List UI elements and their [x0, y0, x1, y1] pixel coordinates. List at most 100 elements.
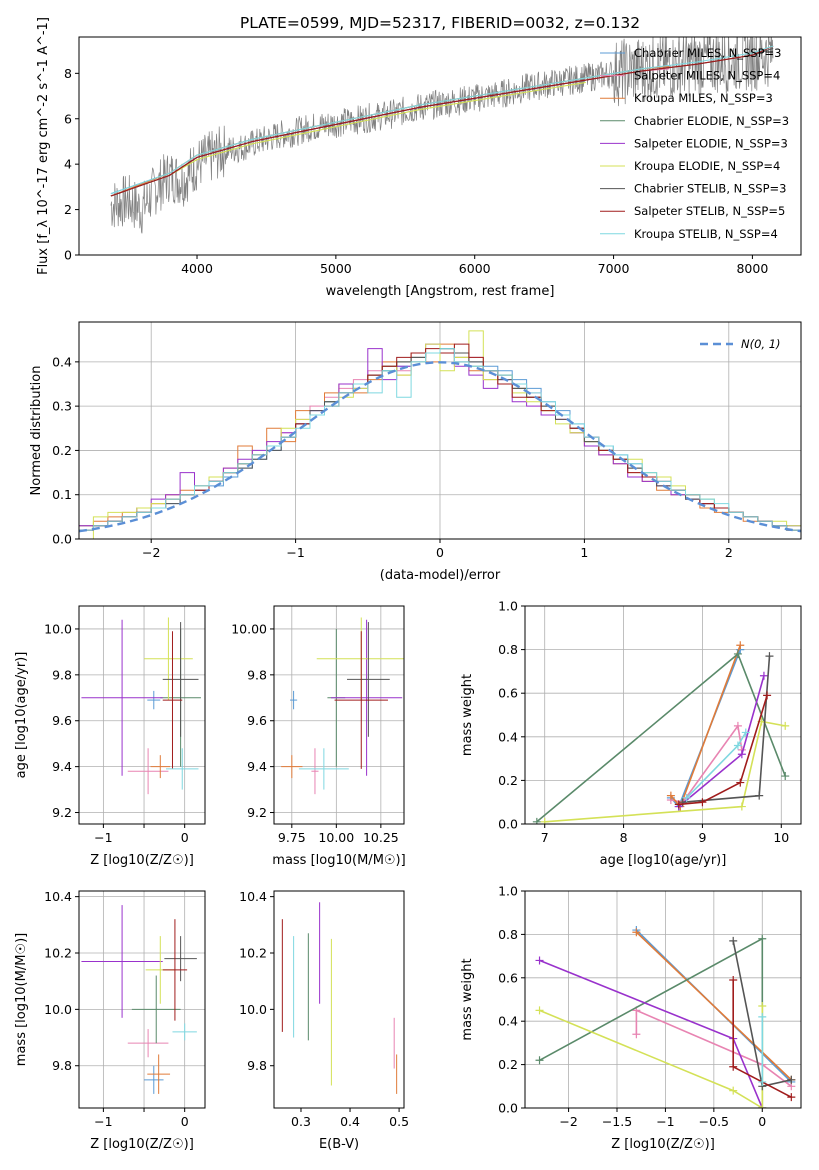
y-tick-label: 9.8: [247, 667, 267, 682]
y-tick-label: 0.4: [498, 1014, 518, 1029]
y-tick-label: 0.2: [52, 443, 72, 458]
x-tick-label: 0: [758, 1114, 766, 1129]
plot-area: [532, 641, 790, 824]
gaussian-reference-line: [79, 361, 801, 533]
plot-area: [281, 902, 398, 1094]
data-point-marker: [698, 798, 707, 807]
y-tick-label: 0.1: [52, 487, 72, 502]
plot-area: [110, 37, 774, 234]
data-point-marker: [535, 956, 544, 965]
data-point-marker: [535, 1006, 544, 1015]
data-point-marker: [729, 936, 738, 945]
y-tick-label: 10.0: [44, 621, 72, 636]
data-point-marker: [765, 652, 774, 661]
data-point-marker: [729, 1086, 738, 1095]
plot-area: [81, 905, 197, 1094]
data-point-marker: [736, 778, 745, 787]
data-point-marker: [758, 1002, 767, 1011]
data-point-marker: [674, 800, 683, 809]
legend-entry: Kroupa STELIB, N_SSP=4: [634, 227, 778, 241]
y-tick-label: 9.4: [52, 759, 72, 774]
y-tick-label: 0.0: [498, 817, 518, 832]
model-spectrum-line: [110, 45, 774, 197]
legend-entry: Salpeter STELIB, N_SSP=5: [634, 204, 785, 218]
x-tick-label: 10.00: [318, 830, 354, 845]
x-tick-label: 2: [725, 545, 733, 560]
data-point-marker: [535, 1056, 544, 1065]
legend-entry: Salpeter MILES, N_SSP=4: [634, 69, 780, 83]
data-point-marker: [733, 741, 742, 750]
legend-entry: Salpeter ELODIE, N_SSP=3: [634, 136, 788, 150]
x-tick-label: 8: [620, 830, 628, 845]
data-point-marker: [733, 649, 742, 658]
y-tick-label: 6: [64, 111, 72, 126]
data-point-marker: [787, 1075, 796, 1084]
y-tick-label: 10.0: [44, 1002, 72, 1017]
data-point-marker: [758, 1077, 767, 1086]
x-tick-label: 6000: [459, 261, 491, 276]
legend-entry: Chabrier ELODIE, N_SSP=3: [634, 114, 789, 128]
x-tick-label: −1: [656, 1114, 674, 1129]
y-axis-label: Flux [f_λ 10^-17 erg cm^-2 s^-1 A^-1]: [36, 17, 51, 275]
data-point-marker: [763, 691, 772, 700]
plot-area: [81, 617, 201, 795]
y-axis-label: mass weight: [460, 674, 475, 756]
panel-massweight-vs-Z: −2 −1.5 −1 −0.5 0 0.0 0.2 0.4 0.6 0.8 1.0 Z [log10(…: [460, 884, 802, 1152]
y-tick-label: 10.2: [239, 946, 267, 961]
y-axis-label: Normed distribution: [29, 366, 44, 496]
y-tick-label: 9.8: [52, 1058, 72, 1073]
y-tick-label: 9.6: [247, 713, 267, 728]
panel-age-vs-mass: 9.75 10.00 10.25 9.2 9.4 9.6 9.8 10.00 mass [log…: [231, 605, 406, 868]
plot-area: [79, 330, 801, 539]
y-tick-label: 9.4: [247, 759, 267, 774]
panel-age-vs-Z: −1 0 9.2 9.4 9.6 9.8 10.0 Z [log10(Z/Z☉)] age [l…: [14, 605, 206, 868]
y-tick-label: 0.8: [498, 642, 518, 657]
axes-frame: [78, 605, 206, 825]
x-tick-label: −1: [94, 830, 112, 845]
y-tick-label: 0.0: [52, 532, 72, 547]
x-axis-label: mass [log10(M/M☉)]: [272, 853, 405, 868]
x-axis-label: wavelength [Angstrom, rest frame]: [326, 284, 555, 299]
y-axis-label: mass weight: [460, 958, 475, 1040]
observed-spectrum-line: [110, 37, 774, 234]
x-tick-label: −0.5: [699, 1114, 729, 1129]
data-point-marker: [787, 1093, 796, 1102]
axes-frame: [273, 890, 405, 1109]
data-point-marker: [758, 1104, 767, 1108]
data-point-marker: [781, 721, 790, 730]
data-point-marker: [532, 817, 541, 824]
model-spectrum-line: [110, 65, 670, 195]
mass-weight-line: [670, 644, 742, 809]
y-tick-label: 0.4: [52, 354, 72, 369]
axes-frame: [524, 890, 802, 1109]
model-spectrum-line: [110, 45, 774, 195]
data-point-marker: [737, 750, 746, 759]
data-point-marker: [729, 975, 738, 984]
data-point-marker: [758, 1012, 767, 1021]
legend-entry: Chabrier STELIB, N_SSP=3: [634, 182, 786, 196]
y-axis-label: mass [log10(M/M☉)]: [14, 933, 29, 1066]
y-tick-label: 9.6: [52, 713, 72, 728]
y-tick-label: 10.00: [231, 621, 267, 636]
data-point-marker: [666, 791, 675, 800]
mass-weight-line: [539, 937, 764, 1108]
data-point-marker: [755, 791, 764, 800]
mass-weight-line: [678, 695, 768, 806]
mass-weight-line: [635, 931, 792, 1081]
mass-weight-line: [544, 720, 786, 823]
y-tick-label: 10.0: [239, 1002, 267, 1017]
x-tick-label: 9.75: [278, 830, 306, 845]
data-point-marker: [632, 928, 641, 937]
y-tick-label: 0.8: [498, 927, 518, 942]
x-axis-label: Z [log10(Z/Z☉)]: [90, 1137, 194, 1152]
panel-massweight-vs-age: 7 8 9 10 0.0 0.2 0.4 0.6 0.8 1.0 age [log10(age/yr…: [460, 599, 802, 868]
data-point-marker: [540, 817, 549, 824]
mass-weight-line: [635, 1009, 792, 1087]
data-point-marker: [632, 1030, 641, 1039]
data-point-marker: [733, 721, 742, 730]
y-tick-label: 9.8: [247, 1058, 267, 1073]
x-tick-label: 7000: [598, 261, 630, 276]
figure-title: PLATE=0599, MJD=52317, FIBERID=0032, z=0…: [240, 14, 640, 32]
x-tick-label: 0: [181, 830, 189, 845]
y-tick-label: 9.2: [247, 805, 267, 820]
